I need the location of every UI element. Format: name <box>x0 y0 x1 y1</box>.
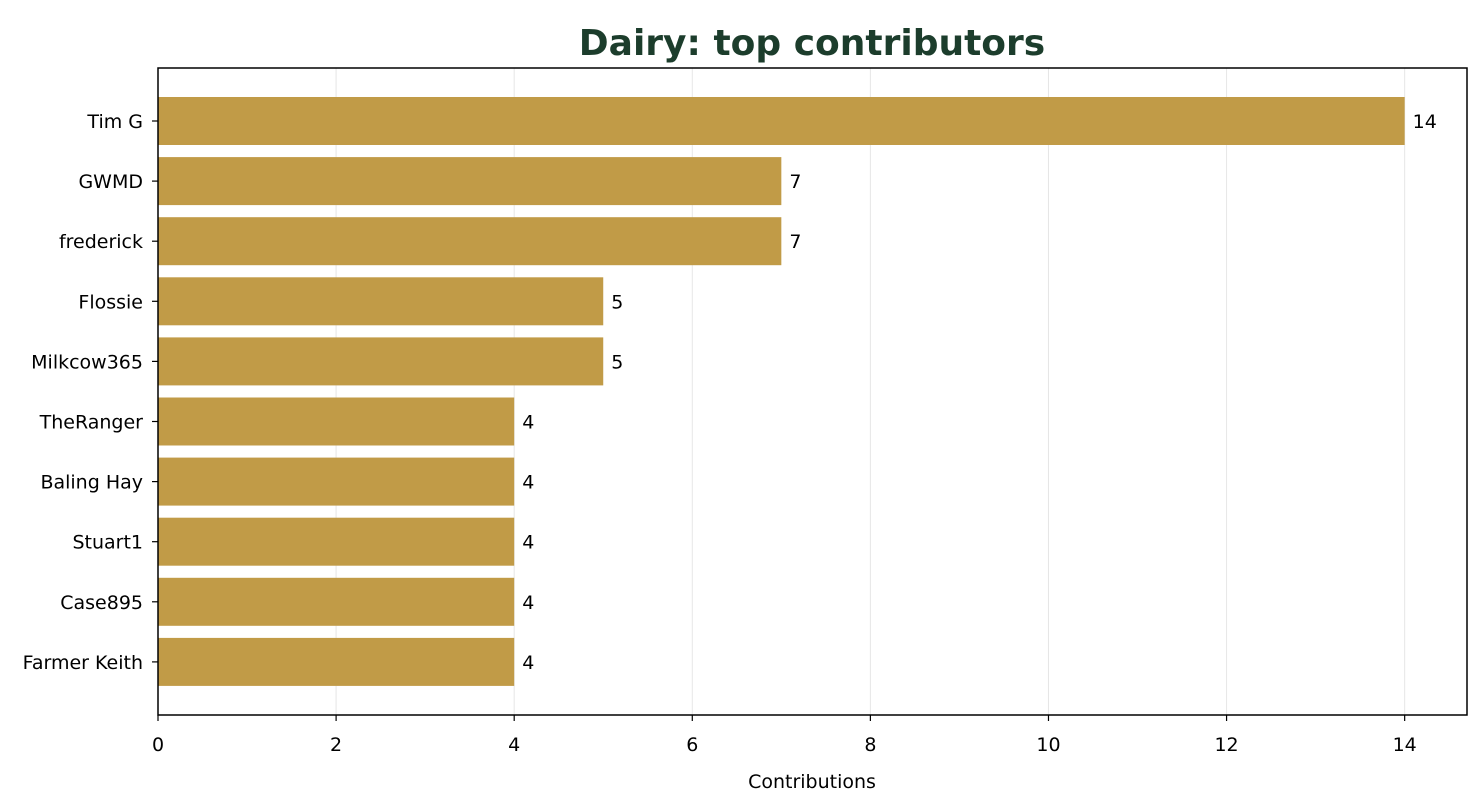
data-label: 4 <box>522 472 534 494</box>
bar <box>158 157 782 206</box>
bar <box>158 457 515 506</box>
y-tick-label: Farmer Keith <box>23 652 143 674</box>
data-label: 7 <box>789 171 801 193</box>
data-label: 4 <box>522 652 534 674</box>
y-tick-label: Milkcow365 <box>31 351 143 373</box>
x-tick-label: 14 <box>1393 734 1417 756</box>
bar <box>158 517 515 566</box>
y-tick-label: Tim G <box>86 111 143 133</box>
y-axis-ticks: Tim G GWMD frederick Flossie Milkcow365 TheRa… <box>23 111 158 674</box>
data-label: 5 <box>611 351 623 373</box>
bar <box>158 217 782 266</box>
y-tick-label: Case895 <box>60 592 143 614</box>
y-tick-label: frederick <box>59 231 143 253</box>
x-tick-label: 4 <box>508 734 520 756</box>
data-label: 4 <box>522 412 534 434</box>
y-tick-label: Flossie <box>78 291 143 313</box>
plot-frame <box>157 67 1468 716</box>
x-axis-label: Contributions <box>748 771 876 793</box>
data-labels-layer: 14 7 7 5 5 4 4 4 4 4 <box>522 111 1437 674</box>
bar <box>158 397 515 446</box>
bar <box>158 637 515 686</box>
data-label: 14 <box>1413 111 1437 133</box>
x-tick-label: 12 <box>1214 734 1238 756</box>
bar <box>158 97 1405 145</box>
data-label: 5 <box>611 291 623 313</box>
data-label: 4 <box>522 532 534 554</box>
x-tick-label: 0 <box>152 734 164 756</box>
x-tick-label: 2 <box>330 734 342 756</box>
bars-layer <box>158 97 1405 686</box>
y-tick-label: Stuart1 <box>72 532 143 554</box>
y-tick-label: Baling Hay <box>40 472 143 494</box>
bar <box>158 277 604 326</box>
y-tick-label: TheRanger <box>39 412 144 434</box>
x-tick-label: 10 <box>1036 734 1060 756</box>
x-axis-ticks: 0 2 4 6 8 10 12 14 <box>152 715 1417 756</box>
x-tick-label: 6 <box>686 734 698 756</box>
data-label: 4 <box>522 592 534 614</box>
y-tick-label: GWMD <box>78 171 143 193</box>
bar <box>158 337 604 386</box>
chart-title: Dairy: top contributors <box>579 23 1045 64</box>
bar <box>158 577 515 626</box>
x-tick-label: 8 <box>864 734 876 756</box>
data-label: 7 <box>789 231 801 253</box>
